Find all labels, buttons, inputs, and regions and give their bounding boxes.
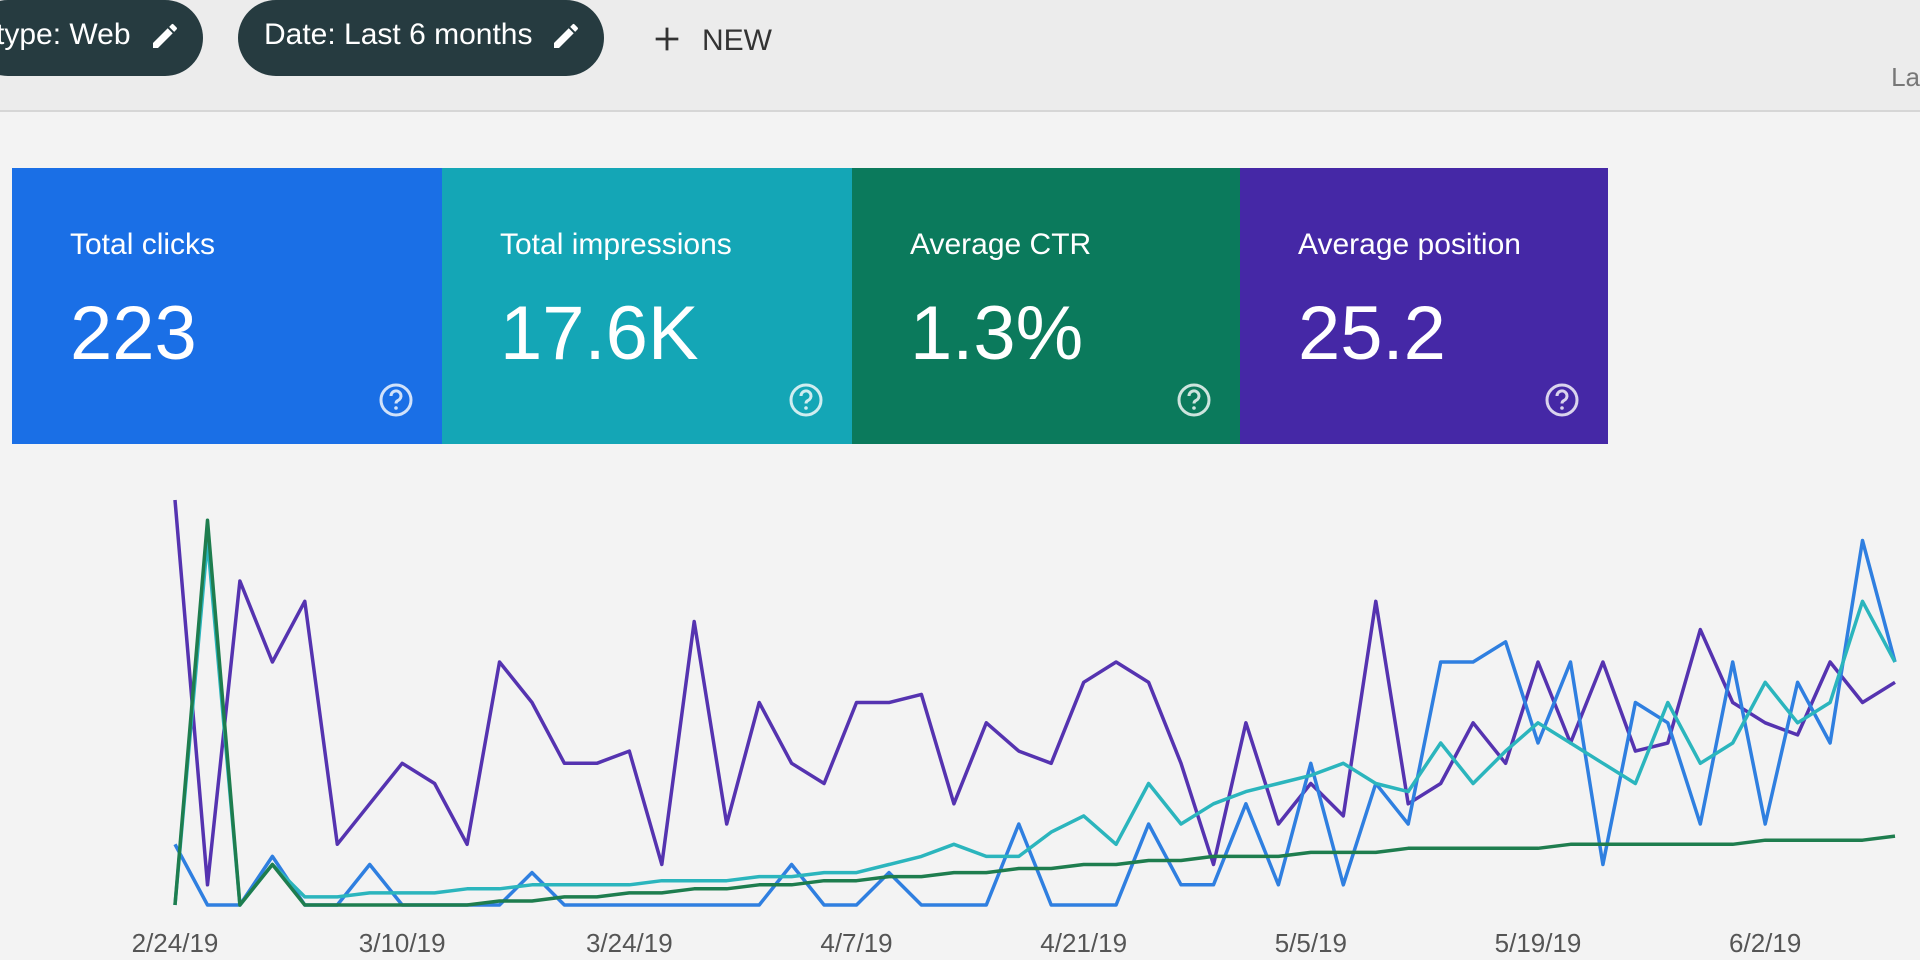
- new-button[interactable]: NEW: [650, 22, 772, 58]
- metric-value: 17.6K: [500, 291, 699, 376]
- filter-chip[interactable]: Date: Last 6 months: [238, 0, 605, 76]
- edit-icon: [554, 23, 579, 48]
- edit-icon: [152, 23, 177, 48]
- filter-chip[interactable]: type: Web: [0, 0, 203, 76]
- chip-text: type: Web: [0, 18, 131, 51]
- metric-label: Average CTR: [910, 228, 1092, 261]
- cut-text: La: [1891, 62, 1920, 92]
- help-icon[interactable]: [788, 382, 824, 418]
- plus-icon: [655, 27, 679, 51]
- metric-value: 1.3%: [910, 291, 1084, 376]
- chip-text: Date: Last 6 months: [264, 18, 533, 51]
- x-tick-label: 3/10/19: [359, 928, 446, 958]
- metric-value: 25.2: [1298, 291, 1446, 376]
- x-tick-label: 5/5/19: [1275, 928, 1347, 958]
- metric-card[interactable]: Total clicks 223: [12, 168, 442, 444]
- toolbar: type: Web Date: Last 6 months NEW La: [0, 0, 1920, 112]
- metric-card[interactable]: Total impressions 17.6K: [442, 168, 852, 444]
- metric-value: 223: [70, 291, 197, 376]
- help-icon[interactable]: [378, 382, 414, 418]
- x-tick-label: 4/21/19: [1040, 928, 1127, 958]
- metric-label: Total clicks: [70, 228, 216, 261]
- new-text: NEW: [702, 24, 772, 57]
- x-tick-label: 5/19/19: [1495, 928, 1582, 958]
- metric-label: Average position: [1298, 228, 1521, 261]
- series-line: [173, 538, 1897, 907]
- x-tick-label: 6/2/19: [1729, 928, 1801, 958]
- metric-card[interactable]: Average CTR 1.3%: [852, 168, 1240, 444]
- x-tick-label: 2/24/19: [132, 928, 219, 958]
- series-line: [173, 538, 1897, 907]
- metric-card[interactable]: Average position 25.2: [1240, 168, 1608, 444]
- help-icon[interactable]: [1544, 382, 1580, 418]
- series-line: [173, 518, 1896, 907]
- help-icon[interactable]: [1176, 382, 1212, 418]
- x-tick-label: 3/24/19: [586, 928, 673, 958]
- series-line: [173, 499, 1896, 887]
- x-tick-label: 4/7/19: [820, 928, 892, 958]
- metric-label: Total impressions: [500, 228, 732, 261]
